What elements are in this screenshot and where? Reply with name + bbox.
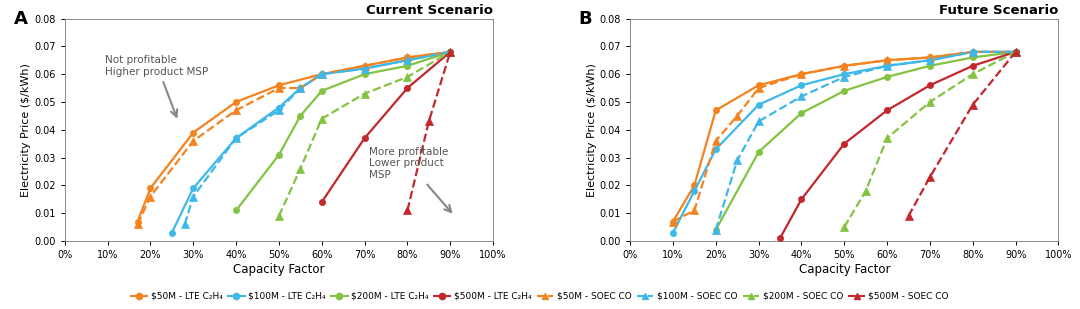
Text: Future Scenario: Future Scenario [939,4,1058,17]
Text: B: B [579,10,592,28]
Text: More profitable
Lower product
MSP: More profitable Lower product MSP [369,146,451,212]
Text: Not profitable
Higher product MSP: Not profitable Higher product MSP [106,55,208,117]
Y-axis label: Electricity Price ($/kWh): Electricity Price ($/kWh) [586,63,597,197]
X-axis label: Capacity Factor: Capacity Factor [233,263,325,276]
Y-axis label: Electricity Price ($/kWh): Electricity Price ($/kWh) [22,63,31,197]
Text: Current Scenario: Current Scenario [366,4,494,17]
X-axis label: Capacity Factor: Capacity Factor [798,263,890,276]
Text: A: A [13,10,27,28]
Legend: $50M - LTE C₂H₄, $100M - LTE C₂H₄, $200M - LTE C₂H₄, $500M - LTE C₂H₄, $50M - SO: $50M - LTE C₂H₄, $100M - LTE C₂H₄, $200M… [127,288,953,304]
